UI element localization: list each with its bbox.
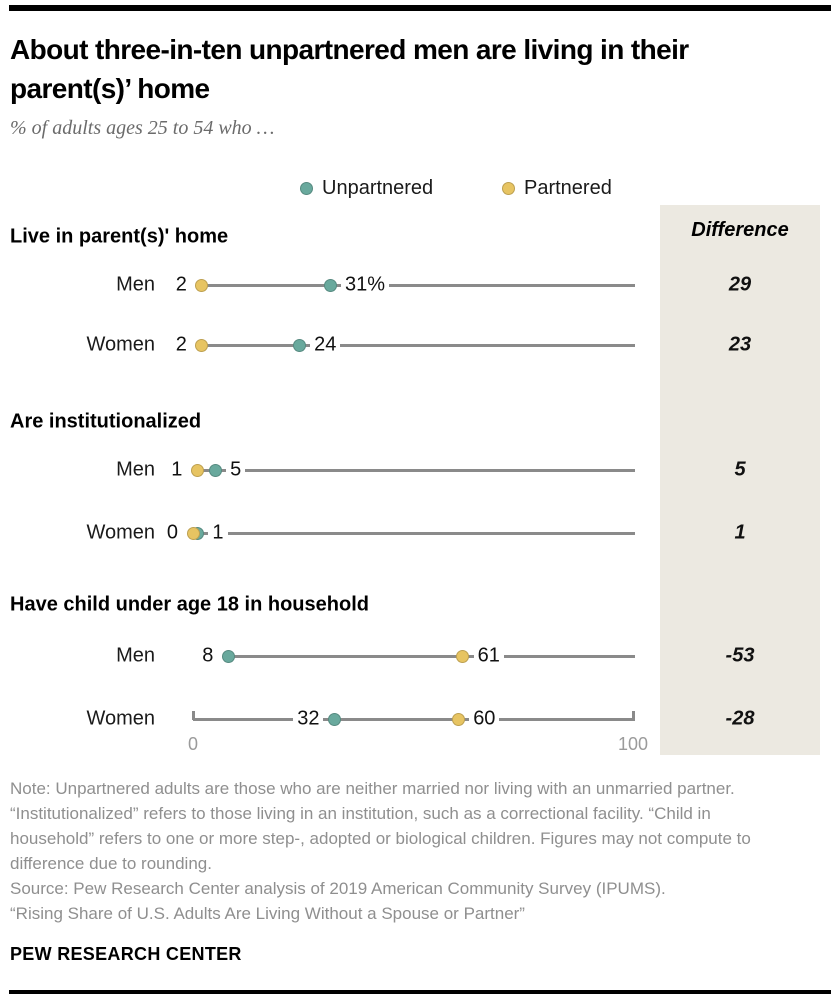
high-value-label: 31% (341, 273, 390, 297)
low-value-label: 0 (162, 521, 182, 545)
section-title: Live in parent(s)' home (10, 225, 229, 248)
difference-value: 1 (734, 521, 746, 544)
difference-value: 29 (728, 273, 752, 296)
difference-value: -28 (725, 707, 755, 730)
difference-value: 5 (734, 458, 746, 481)
partnered-dot (190, 463, 204, 477)
unpartnered-dot (292, 338, 306, 352)
axis-label-min: 0 (187, 734, 198, 754)
partnered-dot (186, 526, 200, 540)
high-value-label: 24 (310, 333, 341, 357)
partnered-dot (195, 338, 209, 352)
row-line (193, 717, 635, 721)
page-title: About three-in-ten unpartnered men are l… (10, 34, 689, 104)
row-label: Men (116, 458, 155, 481)
chart-subtitle: % of adults ages 25 to 54 who … (10, 117, 275, 139)
report-title-text: “Rising Share of U.S. Adults Are Living … (10, 904, 525, 923)
difference-header: Difference (691, 219, 789, 241)
axis-tick-start (191, 711, 195, 720)
high-value-label: 61 (473, 644, 504, 668)
row-line (197, 468, 635, 472)
unpartnered-legend-dot-icon (300, 181, 313, 195)
axis-tick-end (631, 711, 635, 720)
difference-value: -53 (725, 644, 755, 667)
low-value-label: 1 (167, 458, 187, 482)
row-line (201, 343, 635, 347)
difference-column (660, 205, 820, 755)
row-line (193, 531, 635, 535)
legend-item-unpartnered: Unpartnered (300, 177, 433, 199)
row-label: Women (86, 333, 155, 356)
top-rule (9, 5, 831, 11)
unpartnered-dot (323, 278, 337, 292)
low-value-label: 2 (171, 333, 191, 357)
row-label: Women (86, 521, 155, 544)
brand: PEW RESEARCH CENTER (10, 944, 242, 964)
source-text: Source: Pew Research Center analysis of … (10, 879, 666, 898)
difference-value: 23 (728, 333, 752, 356)
legend-item-partnered: Partnered (502, 177, 612, 199)
row-line (228, 654, 635, 658)
notes-block: Note: Unpartnered adults are those who a… (10, 776, 782, 926)
row-label: Men (116, 644, 155, 667)
bottom-rule (9, 990, 831, 994)
row-label: Women (86, 707, 155, 730)
low-value-label: 2 (171, 273, 191, 297)
partnered-dot (451, 712, 465, 726)
axis-label-max: 100 (617, 734, 649, 754)
section-title: Are institutionalized (10, 410, 202, 433)
unpartnered-dot (208, 463, 222, 477)
row-label: Men (116, 273, 155, 296)
unpartnered-dot (221, 649, 235, 663)
note-text: Note: Unpartnered adults are those who a… (10, 779, 751, 873)
partnered-dot (195, 278, 209, 292)
legend-label: Partnered (524, 176, 612, 199)
high-value-label: 5 (226, 458, 246, 482)
unpartnered-dot (327, 712, 341, 726)
section-title: Have child under age 18 in household (10, 593, 369, 616)
row-line (201, 283, 635, 287)
low-value-label: 8 (198, 644, 218, 668)
partnered-legend-dot-icon (502, 181, 515, 195)
low-value-label: 32 (293, 707, 324, 731)
high-value-label: 60 (469, 707, 500, 731)
high-value-label: 1 (208, 521, 228, 545)
partnered-dot (456, 649, 470, 663)
legend-label: Unpartnered (322, 176, 434, 199)
